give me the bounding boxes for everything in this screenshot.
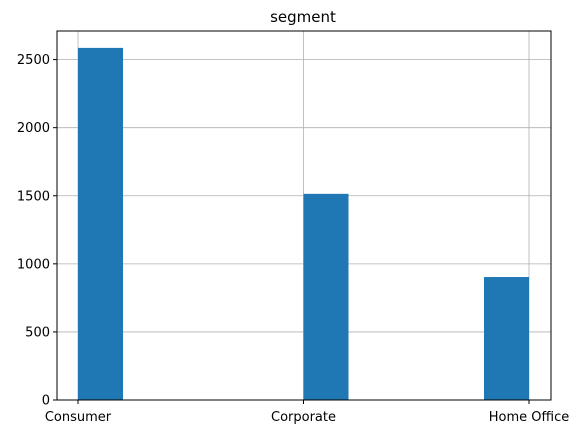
y-tick-label: 0 [42, 394, 50, 409]
x-tick-label: Consumer [45, 410, 112, 425]
y-tick-label: 500 [25, 325, 50, 340]
chart-title: segment [270, 8, 336, 26]
y-tick-label: 1500 [17, 189, 50, 204]
bar-corporate [303, 193, 349, 400]
y-tick-label: 2000 [17, 121, 50, 136]
bar-consumer [78, 47, 123, 401]
x-tick-label: Corporate [271, 410, 336, 425]
bars-layer [78, 47, 529, 401]
bar-home-office [484, 277, 529, 400]
axes-layer: 0 500 1000 1500 2000 2500 Consumer Corporate Hom… [17, 30, 569, 425]
y-tick-label: 1000 [17, 257, 50, 272]
x-tick-label: Home Office [489, 410, 569, 425]
y-tick-label: 2500 [17, 53, 50, 68]
